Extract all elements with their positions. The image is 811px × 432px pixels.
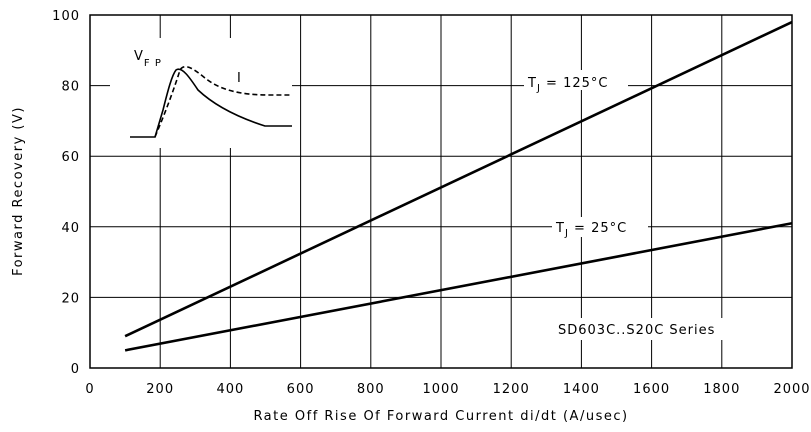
series-label-25c-bg: [552, 217, 648, 237]
x-tick-1400: 1400: [563, 382, 600, 397]
series-annotation: SD603C..S20C Series: [552, 318, 732, 340]
inset-waveform: VF P I: [110, 38, 292, 148]
series-line-125c: [124, 20, 793, 338]
y-tick-20: 20: [61, 291, 80, 306]
y-tick-80: 80: [61, 80, 80, 95]
series-label-25c-suffix: = 25°C: [569, 221, 627, 236]
series-label-25c: TJ = 25°C: [552, 217, 648, 239]
series-label-25c-text: TJ = 25°C: [555, 221, 627, 239]
series-annotation-bg: [552, 318, 732, 340]
series-labels: TJ = 125°C TJ = 25°C: [524, 70, 648, 239]
series-label-25c-sub: J: [564, 228, 569, 239]
series-label-125c-bg: [524, 70, 628, 90]
y-tick-labels: 0 20 40 60 80 100: [52, 9, 80, 377]
inset-vfp-sub: F P: [144, 58, 162, 69]
grid-lines: [90, 15, 792, 368]
x-tick-800: 800: [357, 382, 385, 397]
x-tick-1800: 1800: [703, 382, 740, 397]
x-tick-200: 200: [146, 382, 174, 397]
inset-current-label: I: [237, 71, 242, 86]
series-annotation-text: SD603C..S20C Series: [558, 323, 715, 338]
x-tick-600: 600: [287, 382, 315, 397]
x-tick-0: 0: [85, 382, 94, 397]
inset-vfp-label: VF P: [134, 49, 162, 69]
plot-frame: [89, 14, 793, 369]
series-label-125c: TJ = 125°C: [524, 70, 628, 94]
x-tick-1000: 1000: [422, 382, 459, 397]
series-label-25c-prefix: T: [555, 221, 565, 236]
y-axis-title: Forward Recovery (V): [11, 106, 26, 276]
series-line-25c: [124, 221, 793, 352]
x-tick-1200: 1200: [493, 382, 530, 397]
y-tick-40: 40: [61, 221, 80, 236]
x-tick-1600: 1600: [633, 382, 670, 397]
series-label-125c-sub: J: [536, 83, 541, 94]
inset-voltage-curve: [130, 68, 292, 138]
series-lines: [124, 20, 793, 352]
series-label-125c-suffix: = 125°C: [541, 76, 609, 91]
y-tick-100: 100: [52, 9, 80, 24]
inset-vfp-main: V: [134, 49, 144, 64]
x-tick-labels: 0 200 400 600 800 1000 1200 1400 1600 1800 2000: [85, 382, 810, 397]
x-tick-2000: 2000: [773, 382, 810, 397]
x-axis-title: Rate Off Rise Of Forward Current di/dt (…: [253, 409, 628, 424]
series-label-125c-prefix: T: [527, 76, 537, 91]
y-tick-0: 0: [71, 362, 80, 377]
inset-current-curve: [154, 65, 292, 138]
y-tick-60: 60: [61, 150, 80, 165]
series-label-125c-text: TJ = 125°C: [527, 76, 608, 94]
x-tick-400: 400: [216, 382, 244, 397]
